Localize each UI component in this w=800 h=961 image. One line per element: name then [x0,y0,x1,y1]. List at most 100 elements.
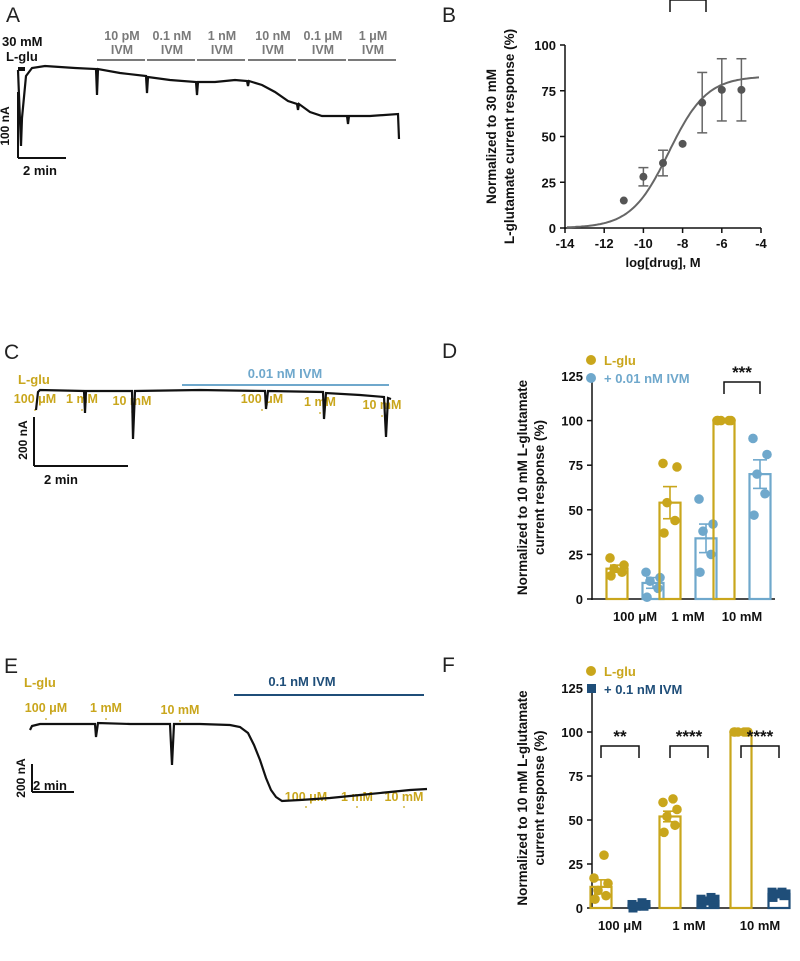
f-legend-label-0: L-glu [604,664,636,679]
e-scale-x-label: 2 min [33,778,67,793]
f-point-0-0-2 [593,885,603,896]
b-y-tick-label-4: 100 [534,38,556,53]
panel-f: F 0 25 50 75 100 125 Normalized to 10 mM L-glu… [442,654,791,933]
a-scale-x-label: 2 min [23,163,57,178]
panel-b-letter: B [442,4,456,27]
f-x-tick-label-2: 10 mM [740,918,780,933]
f-y-axis-label-line2: current response (%) [532,730,547,865]
e-current-trace [29,721,428,803]
f-legend-marker-1 [587,684,596,693]
a-app-label1-3: 10 nM [255,29,290,43]
panel-d: D 0 25 50 75 100 125 Normalized to 10 mM L-glu… [442,0,775,624]
d-point-1-0-0 [659,528,669,538]
f-sig-label-0: ** [613,727,627,746]
e-conc-label-5: 10 mM [385,790,424,804]
e-conc-label-0: 100 μM [25,701,67,715]
f-point-1-0-4 [658,797,668,808]
f-sig-bracket-2 [740,745,780,758]
f-y-tick-label-0: 0 [576,901,583,916]
b-x-tick-label-5: -4 [755,236,767,251]
a-scale-y-label: 100 nA [0,106,12,146]
f-bar-2-0 [729,730,753,910]
f-point-0-0-3 [603,878,613,889]
f-point-1-1-5 [706,892,716,902]
d-y-tick-label-0: 0 [576,592,583,607]
a-app-label2-5: IVM [362,43,384,57]
a-app-label2-1: IVM [161,43,183,57]
f-point-1-0-5 [668,794,678,804]
b-y-tick-label-2: 50 [542,130,556,145]
c-concentration-labels: 100 μM 1 mM 10 mM 100 μM 1 mM 10 mM [14,392,402,417]
d-point-0-0-4 [605,553,615,563]
a-app-label1-1: 0.1 nM [153,29,192,43]
a-current-trace [16,64,401,147]
b-x-tick-label-1: -12 [595,236,614,251]
a-app-label1-4: 0.1 μM [304,29,343,43]
d-point-1-0-4 [658,458,668,469]
d-point-2-1-0 [749,510,759,520]
panel-c-letter: C [4,341,19,364]
f-sig-label-1: **** [676,727,703,746]
d-point-0-1-2 [645,576,655,586]
c-current-trace [34,388,392,440]
a-app-label1-5: 1 μM [359,29,388,43]
d-point-0-0-3 [619,560,629,570]
d-point-0-1-1 [653,583,663,594]
f-y-tick-label-5: 125 [561,681,583,696]
c-lglu-label: L-glu [18,372,50,387]
c-conc-label-4: 1 mM [304,395,336,409]
f-sig-label-2: **** [747,727,774,746]
b-point-3 [678,139,687,148]
f-point-1-0-2 [662,811,672,822]
c-conc-label-3: 100 μM [241,392,283,406]
f-y-tick-label-2: 50 [569,813,583,828]
f-point-0-0-1 [601,890,611,901]
b-x-tick-label-0: -14 [556,236,576,251]
b-point-6 [737,85,746,94]
f-point-1-0-1 [670,820,680,831]
d-y-tick-label-3: 75 [569,458,583,473]
f-point-0-0-0 [590,894,600,904]
d-point-1-1-4 [694,494,704,504]
b-y-tick-label-3: 75 [542,84,556,99]
f-point-2-0-5 [739,727,749,737]
a-app-label2-3: IVM [262,43,284,57]
f-sig-bracket-1 [669,745,709,758]
e-scale-bar: 200 nA 2 min [14,758,74,798]
e-lglu-label: L-glu [24,675,56,690]
a-start-marker [18,67,25,71]
d-point-2-0-4 [712,415,722,426]
a-app-label1-0: 10 pM [104,29,139,43]
d-legend-label-1: + 0.01 nM IVM [604,371,690,386]
f-x-tick-label-1: 1 mM [672,918,705,933]
d-sig-bracket-2 [723,381,761,394]
d-y-axis-label-line1: Normalized to 10 mM L-glutamate [515,379,530,595]
a-app-label1-2: 1 nM [208,29,236,43]
f-point-0-1-5 [637,898,647,908]
c-scale-y-label: 200 nA [16,420,30,460]
d-x-tick-label-0: 100 μM [613,609,657,624]
d-y-tick-label-4: 100 [561,414,583,429]
a-scale-bar: 100 nA 2 min [0,92,66,178]
f-point-0-1-4 [627,899,637,909]
panel-c: C L-glu 0.01 nM IVM 100 μM 1 mM 10 mM 100 μ… [4,341,401,487]
d-point-1-0-2 [662,497,672,508]
b-x-tick-label-4: -6 [716,236,728,251]
d-point-2-1-2 [752,469,762,479]
d-y-tick-label-5: 125 [561,369,583,384]
panel-b: B 0 25 50 75 100 -14 -12 -10 -8 -6 -4 log[drug], M N… [442,4,768,270]
d-point-0-1-0 [642,592,652,603]
chart-b: 0 25 50 75 100 -14 -12 -10 -8 -6 -4 log[drug], M Nor… [484,29,768,270]
d-legend-marker-1 [586,373,596,383]
panel-f-letter: F [442,654,455,677]
e-conc-label-1: 1 mM [90,701,122,715]
f-y-axis-label-line1: Normalized to 10 mM L-glutamate [515,690,530,906]
d-y-tick-label-2: 50 [569,503,583,518]
f-point-0-0-5 [599,850,609,860]
d-point-2-1-3 [762,449,772,460]
c-conc-label-5: 10 mM [363,398,402,412]
